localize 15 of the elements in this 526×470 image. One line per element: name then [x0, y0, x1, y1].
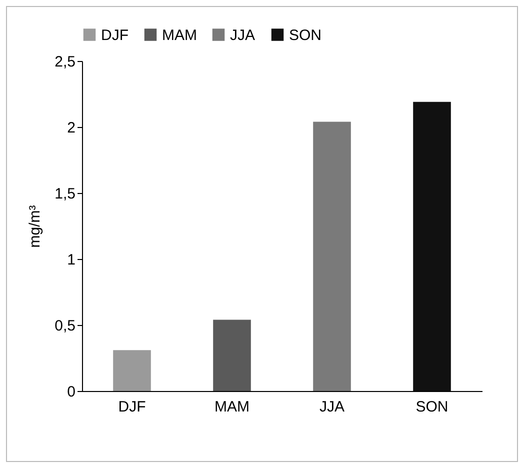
x-tick-label: MAM	[214, 398, 250, 416]
legend-label: MAM	[162, 26, 197, 44]
y-tick-label: 2,5	[54, 54, 76, 70]
x-tick-label: JJA	[319, 398, 345, 416]
y-tick-label: 1,5	[54, 186, 76, 202]
legend-label: SON	[289, 26, 322, 44]
legend-label: JJA	[230, 26, 256, 44]
y-tick-label: 1	[67, 252, 76, 268]
y-tick-label: 2	[67, 120, 76, 136]
y-axis-title: mg/m³	[26, 205, 44, 248]
y-tick-label: 0,5	[54, 318, 76, 334]
x-tick-label: DJF	[118, 398, 146, 416]
y-tick-label: 0	[67, 384, 76, 400]
legend-label: DJF	[101, 26, 128, 44]
x-tick-label: SON	[416, 398, 448, 416]
